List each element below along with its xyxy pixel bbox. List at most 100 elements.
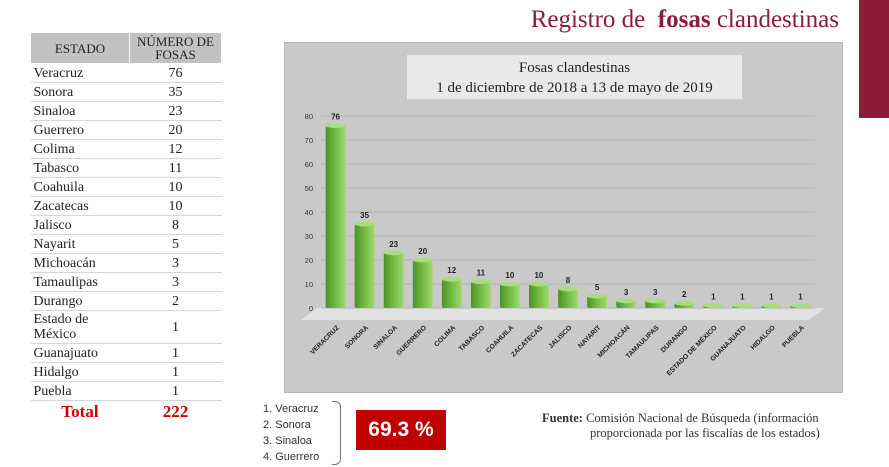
bar: [354, 224, 375, 308]
cell-estado: Puebla: [30, 381, 130, 401]
data-label: 2: [682, 290, 687, 299]
total-label: Total: [30, 400, 130, 421]
cell-estado: Estado de México: [30, 310, 130, 344]
bar: [500, 284, 520, 308]
chart-panel: Fosas clandestinas 1 de diciembre de 201…: [284, 42, 843, 393]
bar-top: [587, 293, 607, 299]
table-row: Tabasco 11: [30, 158, 222, 178]
x-tick-label: ZACATECAS: [510, 324, 545, 359]
table-row: Sonora 35: [30, 82, 222, 102]
data-label: 8: [566, 276, 571, 285]
cell-estado: Zacatecas: [30, 196, 130, 216]
cell-estado: Guerrero: [30, 120, 130, 140]
y-tick-label: 10: [305, 280, 313, 289]
bar: [587, 296, 607, 308]
table-row: Durango 2: [30, 291, 222, 311]
cell-estado: Veracruz: [30, 63, 130, 83]
source-text-line1: Comisión Nacional de Búsqueda (informaci…: [586, 411, 819, 425]
table-row: Guanajuato 1: [30, 343, 222, 363]
bar-top: [616, 298, 636, 304]
bar-top: [761, 303, 782, 308]
bar-top: [412, 257, 433, 263]
top-four-item: 3. Sinaloa: [263, 435, 312, 447]
x-tick-label: TABASCO: [458, 324, 486, 352]
cell-fosas: 11: [129, 158, 222, 178]
cell-estado: Guanajuato: [30, 343, 130, 363]
x-tick-label: VERACRUZ: [309, 324, 341, 356]
bracket: [332, 401, 341, 465]
data-label: 3: [653, 288, 658, 297]
data-label: 12: [447, 266, 456, 275]
y-tick-label: 80: [305, 112, 313, 121]
cell-fosas: 1: [129, 362, 222, 382]
bar: [325, 125, 346, 308]
cell-fosas: 1: [129, 310, 222, 344]
y-tick-label: 50: [305, 184, 313, 193]
x-tick-label: SONORA: [344, 324, 370, 350]
data-label: 23: [389, 240, 398, 249]
data-label: 1: [740, 293, 745, 302]
bar: [558, 288, 578, 308]
y-tick-label: 20: [305, 256, 313, 265]
x-tick-label: JALISCO: [548, 324, 574, 350]
cell-fosas: 20: [129, 120, 222, 140]
y-tick-label: 70: [305, 136, 313, 145]
cell-fosas: 1: [129, 343, 222, 363]
data-label: 1: [769, 293, 774, 302]
bar-top: [441, 276, 462, 282]
accent-bar: [859, 0, 889, 118]
bar-top: [383, 250, 404, 256]
data-label: 76: [331, 113, 340, 122]
x-tick-label: SINALOA: [372, 324, 399, 351]
page-title: Registro de fosas clandestinas: [531, 6, 839, 34]
percentage-badge: 69.3 %: [356, 410, 446, 450]
bar: [441, 279, 462, 308]
table-row: Puebla 1: [30, 381, 222, 401]
x-tick-label: GUERRERO: [395, 324, 428, 357]
top-four-list: 1. Veracruz 2. Sonora 3. Sinaloa 4. Guerrer…: [263, 401, 319, 465]
source-text-line2: proporcionada por las fiscalías de los e…: [590, 426, 820, 440]
cell-fosas: 35: [129, 82, 222, 102]
states-table: ESTADO NÚMERO DE FOSAS Veracruz 76 Sonora 3…: [30, 32, 222, 421]
data-label: 1: [798, 293, 803, 302]
cell-estado: Colima: [30, 139, 130, 159]
table-row: Hidalgo 1: [30, 362, 222, 382]
bar-top: [529, 281, 549, 287]
cell-fosas: 5: [129, 234, 222, 254]
bar-top: [732, 303, 753, 308]
bar-top: [790, 303, 811, 308]
bar: [412, 260, 433, 308]
data-label: 11: [477, 269, 486, 278]
x-tick-label: DURANGO: [660, 324, 690, 354]
cell-estado: Coahuila: [30, 177, 130, 197]
chart-title: Fosas clandestinas: [518, 60, 631, 76]
bar: [383, 252, 404, 308]
data-label: 10: [505, 271, 514, 280]
cell-fosas: 23: [129, 101, 222, 121]
x-tick-label: NAYARIT: [577, 324, 603, 350]
source-label: Fuente:: [542, 411, 583, 425]
data-label: 3: [624, 288, 629, 297]
col-estado-header: ESTADO: [30, 32, 130, 64]
bar: [470, 281, 491, 308]
bar-top: [470, 279, 491, 284]
table-row: Zacatecas 10: [30, 196, 222, 216]
bar-top: [703, 303, 724, 308]
table-row: Estado de México 1: [30, 310, 222, 344]
col-numero-header: NÚMERO DE FOSAS: [129, 32, 222, 64]
cell-estado: Michoacán: [30, 253, 130, 273]
cell-estado: Tamaulipas: [30, 272, 130, 292]
data-label: 1: [711, 293, 716, 302]
cell-estado: Hidalgo: [30, 362, 130, 382]
y-tick-label: 60: [305, 160, 313, 169]
cell-estado: Tabasco: [30, 158, 130, 178]
cell-estado: Sinaloa: [30, 101, 130, 121]
data-label: 20: [418, 247, 427, 256]
cell-estado: Durango: [30, 291, 130, 311]
table-row: Guerrero 20: [30, 120, 222, 140]
page-title-suffix: clandestinas: [716, 6, 839, 33]
chart-floor: [301, 308, 825, 320]
top-four-item: 4. Guerrero: [263, 451, 320, 463]
cell-fosas: 3: [129, 272, 222, 292]
